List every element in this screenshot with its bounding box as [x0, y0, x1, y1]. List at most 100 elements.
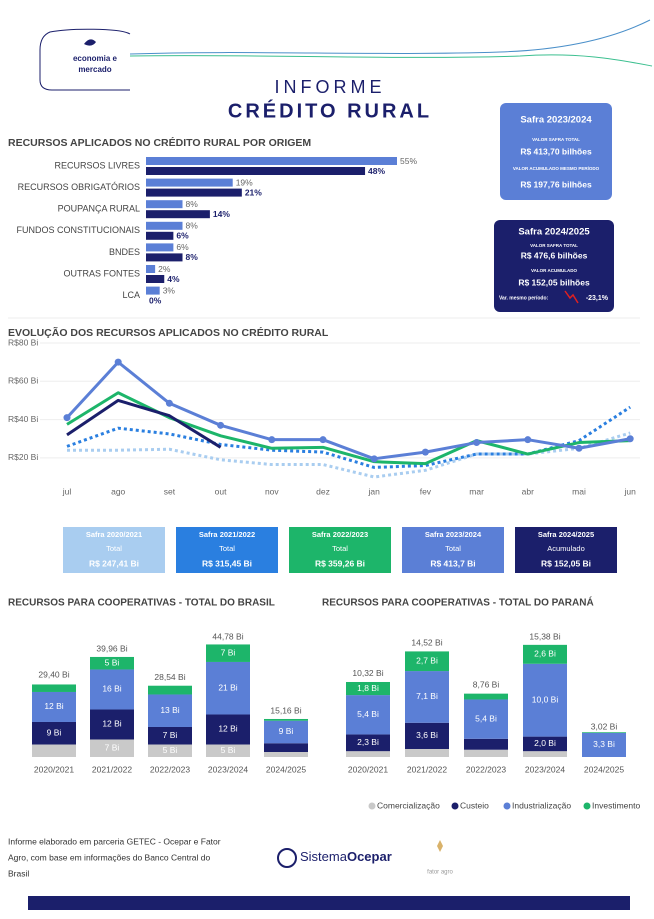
marker: [63, 414, 71, 422]
bar-segment: [405, 722, 449, 749]
safra-box: [500, 103, 612, 200]
footer-note: Agro, com base em informações do Banco C…: [8, 852, 210, 862]
safra-value: R$ 413,70 bilhões: [520, 146, 592, 156]
footer-note: Informe elaborado em parceria GETEC - Oc…: [8, 836, 221, 846]
segment-label: 2,7 Bi: [416, 655, 438, 665]
x-tick-label: out: [215, 486, 227, 496]
bar-segment: [90, 656, 134, 670]
legend-swatch: [503, 802, 511, 810]
segment-label: 1,8 Bi: [357, 683, 379, 693]
card-label: Total: [106, 544, 122, 553]
x-tick-label: ago: [111, 486, 125, 496]
x-tick-label: mar: [469, 486, 484, 496]
legend-name: Safra 2023/2024: [425, 530, 482, 539]
bar: [146, 200, 183, 209]
value-label: 2%: [158, 264, 171, 274]
legend-swatch: [583, 802, 591, 810]
variation-value: -23,1%: [586, 295, 609, 302]
x-tick-label: mai: [572, 486, 586, 496]
value-label: 3%: [163, 285, 176, 295]
marker: [575, 444, 583, 452]
total-label: 44,78 Bi: [212, 631, 243, 641]
legend-label: Investimento: [592, 800, 640, 810]
bar-segment: [264, 720, 308, 744]
chart-title: RECURSOS PARA COOPERATIVAS - TOTAL DO PA…: [322, 596, 594, 609]
x-tick-label: 2023/2024: [525, 764, 565, 774]
value-label: 19%: [236, 177, 253, 187]
card-value: R$ 359,26 Bi: [315, 558, 365, 568]
marker: [165, 399, 173, 407]
total-label: 29,40 Bi: [38, 670, 69, 680]
marker: [319, 436, 327, 444]
y-tick-label: R$60 Bi: [8, 376, 38, 386]
segment-label: 3,6 Bi: [416, 730, 438, 740]
value-label: 21%: [245, 187, 262, 197]
card-label: Acumulado: [547, 544, 585, 553]
safra-label: VALOR ACUMULADO MESMO PERÍODO: [513, 164, 600, 171]
legend-name: Safra 2024/2025: [538, 530, 594, 539]
segment-label: 5 Bi: [221, 745, 236, 755]
variation-label: Var. mesmo período:: [499, 295, 549, 301]
brand-part: Sistema: [300, 849, 348, 864]
safra-label: VALOR SAFRA TOTAL: [532, 137, 580, 142]
marker: [370, 455, 378, 463]
segment-label: 7 Bi: [163, 730, 178, 740]
line: [66, 398, 222, 449]
legend-label: Custeio: [460, 800, 489, 810]
bar-segment: [405, 748, 449, 757]
value-label: 6%: [176, 231, 189, 241]
bar-segment: [464, 693, 508, 700]
bar-segment: [464, 738, 508, 750]
bar-segment: [523, 644, 567, 664]
bar-segment: [464, 749, 508, 757]
segment-label: 2,3 Bi: [357, 737, 379, 747]
legend-name: Safra 2022/2023: [312, 530, 368, 539]
card-value: R$ 247,41 Bi: [89, 558, 139, 568]
line: [66, 405, 632, 469]
bar-segment: [32, 744, 76, 757]
marker: [626, 435, 634, 443]
bar-segment: [148, 694, 192, 727]
safra-label: VALOR SAFRA TOTAL: [530, 243, 578, 248]
legend-label: Industrialização: [512, 800, 571, 810]
bar: [146, 253, 183, 262]
bar-segment: [206, 744, 250, 757]
logo-icon: [84, 39, 96, 46]
x-tick-label: jul: [62, 486, 72, 496]
total-label: 14,52 Bi: [411, 638, 442, 648]
logo-frame: [39, 28, 131, 91]
line: [65, 360, 631, 461]
bar: [146, 221, 183, 230]
bar-segment: [582, 732, 626, 733]
category-label: BNDES: [109, 247, 140, 257]
category-label: RECURSOS OBRIGATÓRIOS: [18, 182, 140, 192]
x-tick-label: nov: [265, 486, 279, 496]
bar: [146, 188, 242, 197]
marker: [114, 358, 122, 366]
bar-segment: [523, 751, 567, 757]
bar-segment: [206, 714, 250, 745]
footer-note: Brasil: [8, 868, 29, 878]
header-wave: [129, 54, 653, 67]
x-tick-label: fev: [420, 486, 432, 496]
logo-text: economia e: [73, 54, 118, 63]
bar-segment: [346, 734, 390, 752]
brand-part: Ocepar: [347, 849, 392, 864]
legend-name: Safra 2020/2021: [86, 530, 142, 539]
bar-segment: [523, 736, 567, 752]
segment-label: 12 Bi: [218, 724, 237, 734]
value-label: 55%: [400, 156, 417, 166]
segment-label: 7 Bi: [221, 647, 236, 657]
bar-segment: [264, 751, 308, 757]
bar: [146, 231, 174, 240]
total-label: 15,38 Bi: [529, 631, 560, 641]
segment-label: 12 Bi: [102, 719, 121, 729]
segment-label: 9 Bi: [47, 727, 62, 737]
category-label: FUNDOS CONSTITUCIONAIS: [16, 225, 140, 235]
card-label: Total: [332, 544, 348, 553]
value-label: 6%: [176, 242, 189, 252]
bar-segment: [264, 743, 308, 752]
segment-label: 5 Bi: [163, 745, 178, 755]
x-tick-label: abr: [522, 486, 534, 496]
bar-segment: [346, 751, 390, 757]
